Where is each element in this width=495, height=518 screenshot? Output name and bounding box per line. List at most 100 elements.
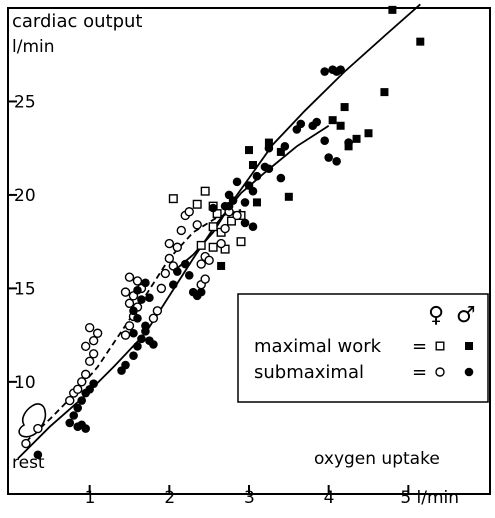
open-circle-point <box>160 268 171 279</box>
filled-circle-point <box>73 403 83 413</box>
filled-circle-point <box>173 267 182 276</box>
open-circle-point <box>120 287 131 297</box>
x-tick-label: 1 <box>85 488 96 508</box>
legend: ♀ ♂ maximal work = submaximal = <box>237 293 489 403</box>
y-tick-label: 20 <box>14 186 36 206</box>
x-tick-label: 3 <box>244 488 255 508</box>
filled-circle-point <box>69 411 79 420</box>
open-circle-point <box>148 313 159 323</box>
filled-square-point <box>380 88 389 97</box>
filled-square-point <box>276 147 285 156</box>
open-circle-point <box>200 274 210 284</box>
filled-circle-point <box>264 164 274 174</box>
open-circle-point <box>124 321 135 331</box>
filled-square-point <box>252 198 261 207</box>
open-square-point <box>208 242 218 252</box>
open-circle-point <box>88 349 99 359</box>
filled-circle-point <box>129 328 138 338</box>
filled-circle-point <box>180 259 190 269</box>
y-tick-label: 25 <box>14 92 36 112</box>
filled-square-point <box>284 192 293 201</box>
legend-box <box>237 293 489 403</box>
open-square-point <box>208 222 218 232</box>
legend-marker-filled-circle <box>464 367 474 377</box>
filled-circle-point <box>312 117 322 127</box>
filled-square-point <box>328 116 337 125</box>
filled-square-point <box>336 121 345 130</box>
open-square-point <box>192 199 202 209</box>
open-circle-point <box>204 255 214 266</box>
trend-line-dashed <box>25 209 242 443</box>
open-circle-point <box>76 377 87 387</box>
open-square-point <box>236 237 246 247</box>
y-tick-label: 15 <box>14 279 36 299</box>
legend-markers <box>435 341 474 377</box>
filled-circle-point <box>89 379 98 389</box>
filled-circle-point <box>264 143 274 153</box>
open-circle-point <box>21 438 31 449</box>
filled-circle-point <box>141 278 150 288</box>
filled-square-point <box>245 146 253 155</box>
filled-circle-point <box>232 177 242 187</box>
filled-square-point <box>352 134 361 143</box>
open-circle-point <box>65 395 75 406</box>
open-circle-point <box>33 423 43 434</box>
x-axis-label: oxygen uptake <box>314 449 440 469</box>
filled-circle-point <box>65 418 75 428</box>
legend-male-symbol: ♂ <box>456 303 476 328</box>
filled-circle-point <box>332 156 341 166</box>
filled-circle-point <box>133 342 142 351</box>
axis-ticks: 1 2 3 4 5 l/min 10 15 20 25 <box>8 92 459 508</box>
legend-label-maximal-work: maximal work <box>254 336 382 357</box>
filled-circle-point <box>137 334 146 344</box>
open-circle-point <box>120 330 131 340</box>
filled-square-point <box>217 261 226 270</box>
filled-circle-point <box>240 218 250 228</box>
open-circle-point <box>80 341 91 352</box>
filled-square-point <box>388 5 397 14</box>
open-circle-point <box>156 283 167 294</box>
open-circle-point <box>152 306 163 316</box>
x-tick-label: 4 <box>324 488 335 508</box>
filled-circle-point <box>145 293 154 303</box>
legend-marker-filled-square <box>465 342 473 350</box>
rest-annotation: rest <box>12 453 45 473</box>
open-circle-point <box>132 276 143 286</box>
filled-circle-point <box>169 280 178 289</box>
open-circle-point <box>216 238 226 249</box>
filled-circle-point <box>252 171 262 181</box>
filled-circle-point <box>133 285 142 295</box>
open-square-point <box>196 240 206 250</box>
filled-square-point <box>416 37 425 46</box>
open-circle-point <box>84 356 95 366</box>
open-circle-point <box>176 225 186 236</box>
filled-square-point <box>364 129 373 138</box>
chart-title: cardiac output <box>12 11 142 32</box>
filled-circle-point <box>208 203 218 213</box>
filled-circle-point <box>324 153 333 162</box>
legend-marker-open-circle <box>435 367 445 377</box>
filled-circle-point <box>276 173 286 183</box>
filled-square-point <box>340 103 349 112</box>
open-square-point <box>168 194 178 204</box>
filled-circle-point <box>320 67 329 76</box>
filled-circle-point <box>129 306 138 316</box>
filled-square-point <box>264 138 273 147</box>
open-circle-point <box>124 272 135 282</box>
open-circle-point <box>172 242 183 252</box>
filled-circle-point <box>121 360 130 370</box>
filled-circle-point <box>77 420 86 430</box>
open-circle-point <box>73 384 83 395</box>
open-square-point <box>200 186 210 196</box>
filled-circle-point <box>344 138 353 147</box>
legend-equals-submaximal: = <box>412 362 427 383</box>
x-tick-label: 2 <box>164 488 175 508</box>
filled-circle-point <box>224 201 234 211</box>
open-circle-point <box>164 253 175 264</box>
open-circle-point <box>92 328 103 338</box>
filled-circle-point <box>133 313 142 323</box>
filled-circle-point <box>240 198 250 207</box>
filled-circle-point <box>320 136 329 146</box>
rest-region-outline <box>18 403 47 438</box>
